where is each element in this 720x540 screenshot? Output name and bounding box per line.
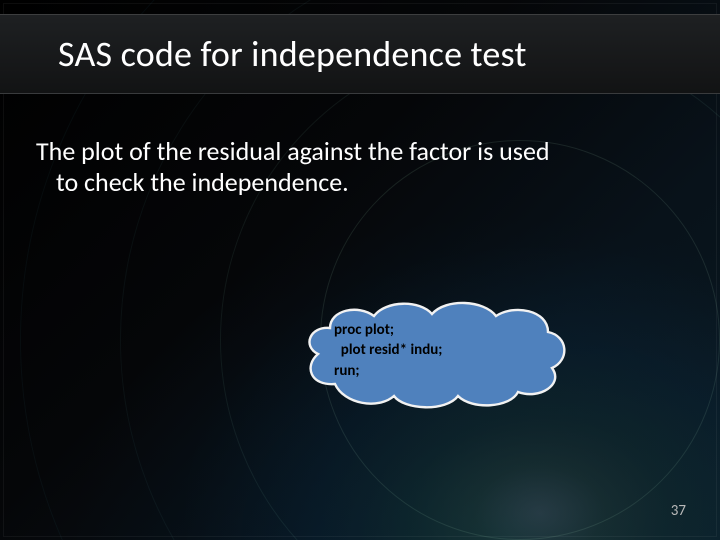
page-number: 37 [671,502,686,520]
code-line-2: plot resid* indu; [334,341,442,359]
title-band: SAS code for independence test [0,14,720,94]
body-line-1: The plot of the residual against the fac… [36,135,550,167]
slide-title: SAS code for independence test [0,32,527,76]
body-line-2: to check the independence. [36,167,676,198]
code-bubble: proc plot; plot resid* indu; run; [300,296,570,412]
slide: SAS code for independence test The plot … [0,0,720,540]
code-line-1: proc plot; [334,321,394,339]
body-paragraph: The plot of the residual against the fac… [36,136,676,198]
code-block: proc plot; plot resid* indu; run; [334,320,442,381]
code-line-3: run; [334,362,360,380]
